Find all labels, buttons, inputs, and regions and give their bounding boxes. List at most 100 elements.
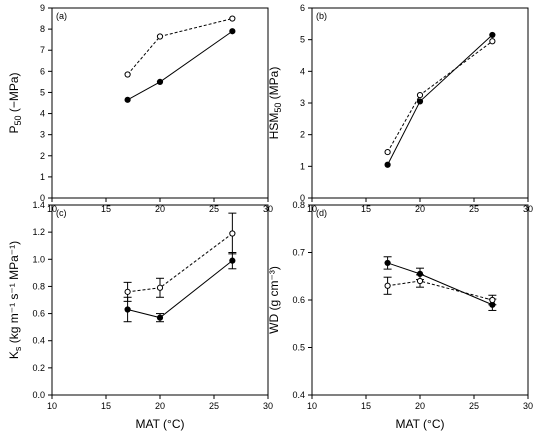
x-tick-label: 25	[469, 401, 479, 411]
y-tick-label: 0.7	[292, 248, 305, 258]
y-tick-label: 1.0	[32, 254, 45, 264]
y-tick-label: 5	[40, 87, 45, 97]
series-line	[127, 18, 233, 75]
x-tick-label: 15	[101, 204, 111, 214]
y-tick-label: 7	[40, 45, 45, 55]
y-tick-label: 1.4	[32, 200, 45, 210]
y-axis-title: Ks (kg m⁻¹ s⁻¹ MPa⁻¹)	[7, 241, 23, 359]
x-tick-label: 20	[155, 204, 165, 214]
data-point-filled	[229, 257, 236, 264]
data-point-filled	[229, 28, 236, 35]
y-tick-label: 2	[40, 151, 45, 161]
data-point-open	[156, 284, 164, 291]
data-point-open	[156, 33, 164, 40]
x-tick-label: 20	[155, 401, 165, 411]
x-tick-label: 25	[469, 204, 479, 214]
y-tick-label: 0.8	[292, 200, 305, 210]
panel-label: (d)	[316, 208, 327, 218]
data-point-filled	[124, 306, 131, 313]
y-tick-label: 0	[40, 193, 45, 203]
x-tick-label: 15	[101, 401, 111, 411]
data-point-filled	[124, 96, 131, 103]
series-open	[383, 274, 497, 306]
series-open	[123, 212, 237, 302]
series-line	[387, 40, 493, 153]
series-line	[127, 30, 233, 101]
data-point-open	[489, 296, 496, 304]
y-tick-label: 1	[300, 161, 305, 171]
data-point-filled	[384, 161, 391, 168]
y-tick-label: 6	[300, 3, 305, 13]
series-filled	[124, 28, 236, 103]
y-tick-label: 5	[300, 35, 305, 45]
series-open	[384, 38, 496, 156]
y-tick-label: 4	[40, 109, 45, 119]
data-point-open	[416, 277, 424, 285]
y-tick-label: 3	[40, 130, 45, 140]
y-axis-title-main: K	[7, 351, 21, 359]
y-axis-title-tail: (g cm⁻³)	[267, 266, 281, 314]
series-line	[387, 280, 493, 301]
x-tick-label: 30	[263, 401, 273, 411]
y-axis-title-main: P	[7, 126, 21, 134]
y-tick-label: 8	[40, 24, 45, 34]
y-tick-label: 0.2	[32, 363, 45, 373]
y-tick-label: 4	[300, 66, 305, 76]
data-point-filled	[156, 78, 164, 85]
series-filled	[384, 31, 496, 168]
data-point-filled	[156, 314, 164, 321]
y-axis-title-main: WD	[267, 314, 281, 334]
data-point-filled	[416, 98, 424, 105]
y-axis-title-tail: (kg m⁻¹ s⁻¹ MPa⁻¹)	[7, 241, 21, 347]
x-axis-title: MAT (°C)	[395, 417, 444, 431]
x-tick-label: 15	[361, 204, 371, 214]
y-tick-label: 0.0	[32, 390, 45, 400]
x-tick-label: 15	[361, 401, 371, 411]
series-open	[124, 15, 236, 78]
y-axis-title: HSM50 (MPa)	[267, 67, 283, 140]
x-tick-label: 25	[209, 204, 219, 214]
data-point-open	[384, 282, 391, 289]
x-axis-title: MAT (°C)	[135, 417, 184, 431]
x-tick-label: 20	[415, 204, 425, 214]
plot-frame	[311, 204, 529, 396]
y-tick-label: 0	[300, 193, 305, 203]
panel-2: 10 15 20 25 30 0.0 0.2 0.4 0.6 0.8 1.0 1.2 1.4 (c) Ks …	[7, 200, 273, 431]
y-axis-title-sub: 50	[13, 115, 23, 125]
y-tick-label: 0.8	[32, 281, 45, 291]
x-tick-label: 30	[523, 401, 533, 411]
y-tick-label: 3	[300, 98, 305, 108]
y-tick-label: 1.2	[32, 227, 45, 237]
data-point-open	[229, 15, 236, 22]
y-tick-label: 0.6	[32, 309, 45, 319]
y-axis-title-main: HSM	[267, 113, 281, 140]
y-tick-label: 0.6	[292, 295, 305, 305]
y-axis-title: P50 (−MPa)	[7, 72, 23, 133]
panel-label: (a)	[56, 11, 67, 21]
series-line	[387, 34, 493, 165]
x-tick-label: 10	[47, 401, 57, 411]
data-point-filled	[384, 259, 391, 267]
y-tick-label: 0.4	[32, 336, 45, 346]
y-axis-title-sub: 50	[273, 103, 283, 113]
data-point-filled	[489, 31, 496, 39]
y-tick-label: 0.5	[292, 343, 305, 353]
x-tick-label: 10	[307, 401, 317, 411]
y-axis-title-sub: s	[13, 346, 23, 351]
panel-3: 10 15 20 25 30 0.4 0.5 0.6 0.7 0.8 (d) WD (g cm⁻³) M…	[267, 200, 533, 431]
data-point-open	[384, 148, 391, 156]
y-tick-label: 1	[40, 172, 45, 182]
panel-label: (c)	[56, 208, 67, 218]
series-line	[127, 233, 233, 293]
plot-frame	[51, 204, 269, 396]
y-tick-label: 0.4	[292, 390, 305, 400]
x-tick-label: 25	[209, 401, 219, 411]
y-axis-title-tail: (MPa)	[267, 67, 281, 103]
series-line	[127, 260, 233, 319]
data-point-open	[229, 230, 236, 237]
y-axis-title: WD (g cm⁻³)	[267, 266, 281, 334]
data-point-open	[124, 71, 131, 78]
